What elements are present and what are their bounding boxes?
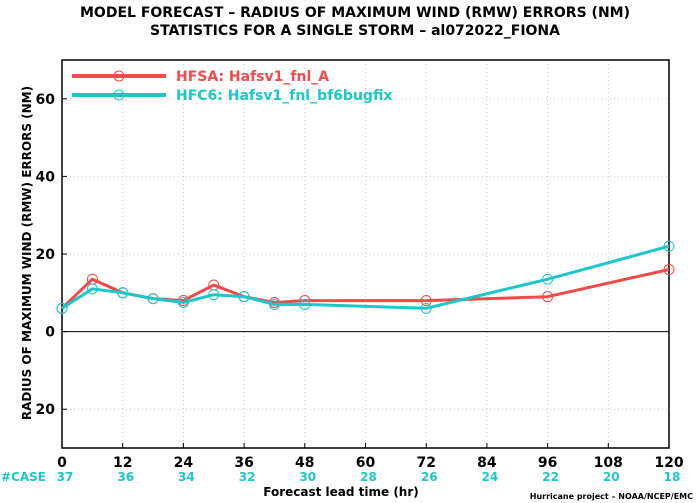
case-count: 22 <box>542 470 559 484</box>
data-series <box>56 240 675 314</box>
series-2-point <box>268 298 280 310</box>
legend-marker-1 <box>113 70 125 82</box>
case-counts: 37 36 34 32 30 28 26 24 22 20 18 <box>57 470 681 484</box>
y-tick-label: 40 <box>36 169 56 185</box>
series-2-point <box>56 302 68 314</box>
case-count: 28 <box>360 470 377 484</box>
x-tick-label: 0 <box>57 455 67 471</box>
case-count: 36 <box>117 470 134 484</box>
x-tick-label: 48 <box>295 455 314 471</box>
x-axis-label: Forecast lead time (hr) <box>263 485 419 499</box>
x-tick-label: 84 <box>477 455 497 471</box>
series-2-point <box>208 289 220 301</box>
grid-lines <box>62 60 669 448</box>
series-line-2 <box>61 244 670 310</box>
x-tick-label: 36 <box>234 455 253 471</box>
case-count: 34 <box>178 470 195 484</box>
case-label: #CASE <box>1 470 46 484</box>
case-count: 18 <box>664 470 681 484</box>
case-count: 20 <box>603 470 620 484</box>
x-tick-label: 96 <box>538 455 557 471</box>
y-tick-label: 20 <box>36 402 56 418</box>
axis-ticks: 0 12 24 36 48 60 72 84 96 108 120 20 0 20 40 60 <box>36 92 684 471</box>
series-2-point <box>663 240 675 252</box>
legend-marker-2 <box>113 89 125 101</box>
plot-frame <box>61 59 670 449</box>
series-2-point <box>117 287 129 299</box>
series-2-point <box>420 302 432 314</box>
case-count: 26 <box>421 470 438 484</box>
x-tick-label: 24 <box>174 455 194 471</box>
series-1-point <box>542 291 554 303</box>
x-tick-label: 108 <box>594 455 623 471</box>
legend-label-1: HFSA: Hafsv1_fnl_A <box>176 69 329 85</box>
y-axis-label: RADIUS OF MAXIMUM WIND (RMW) ERRORS (NM) <box>20 86 34 420</box>
series-2-point <box>542 273 554 285</box>
series-2-point <box>238 291 250 303</box>
x-tick-label: 60 <box>356 455 376 471</box>
series-2-point <box>177 297 189 308</box>
credit-text: Hurricane project – NOAA/NCEP/EMC <box>530 492 693 501</box>
case-count: 32 <box>239 470 256 484</box>
series-1-point <box>663 264 675 276</box>
chart-title: MODEL FORECAST – RADIUS OF MAXIMUM WIND … <box>80 5 630 21</box>
y-tick-label: 60 <box>36 92 56 108</box>
series-1-point <box>420 295 432 307</box>
chart-subtitle: STATISTICS FOR A SINGLE STORM – al072022… <box>150 23 560 39</box>
case-count: 24 <box>482 470 499 484</box>
case-count: 30 <box>299 470 316 484</box>
x-tick-label: 72 <box>416 455 435 471</box>
series-2-point <box>147 293 159 305</box>
x-tick-label: 120 <box>654 455 683 471</box>
legend: HFSA: Hafsv1_fnl_A HFC6: Hafsv1_fnl_bf6bu… <box>72 69 392 104</box>
case-count: 37 <box>57 470 74 484</box>
x-tick-label: 12 <box>113 455 132 471</box>
legend-label-2: HFC6: Hafsv1_fnl_bf6bugfix <box>176 88 392 104</box>
series-2-point <box>86 283 98 295</box>
y-tick-label: 0 <box>45 325 55 341</box>
y-tick-label: 20 <box>36 247 56 263</box>
series-line-1 <box>60 268 670 310</box>
series-2-point <box>299 298 311 310</box>
